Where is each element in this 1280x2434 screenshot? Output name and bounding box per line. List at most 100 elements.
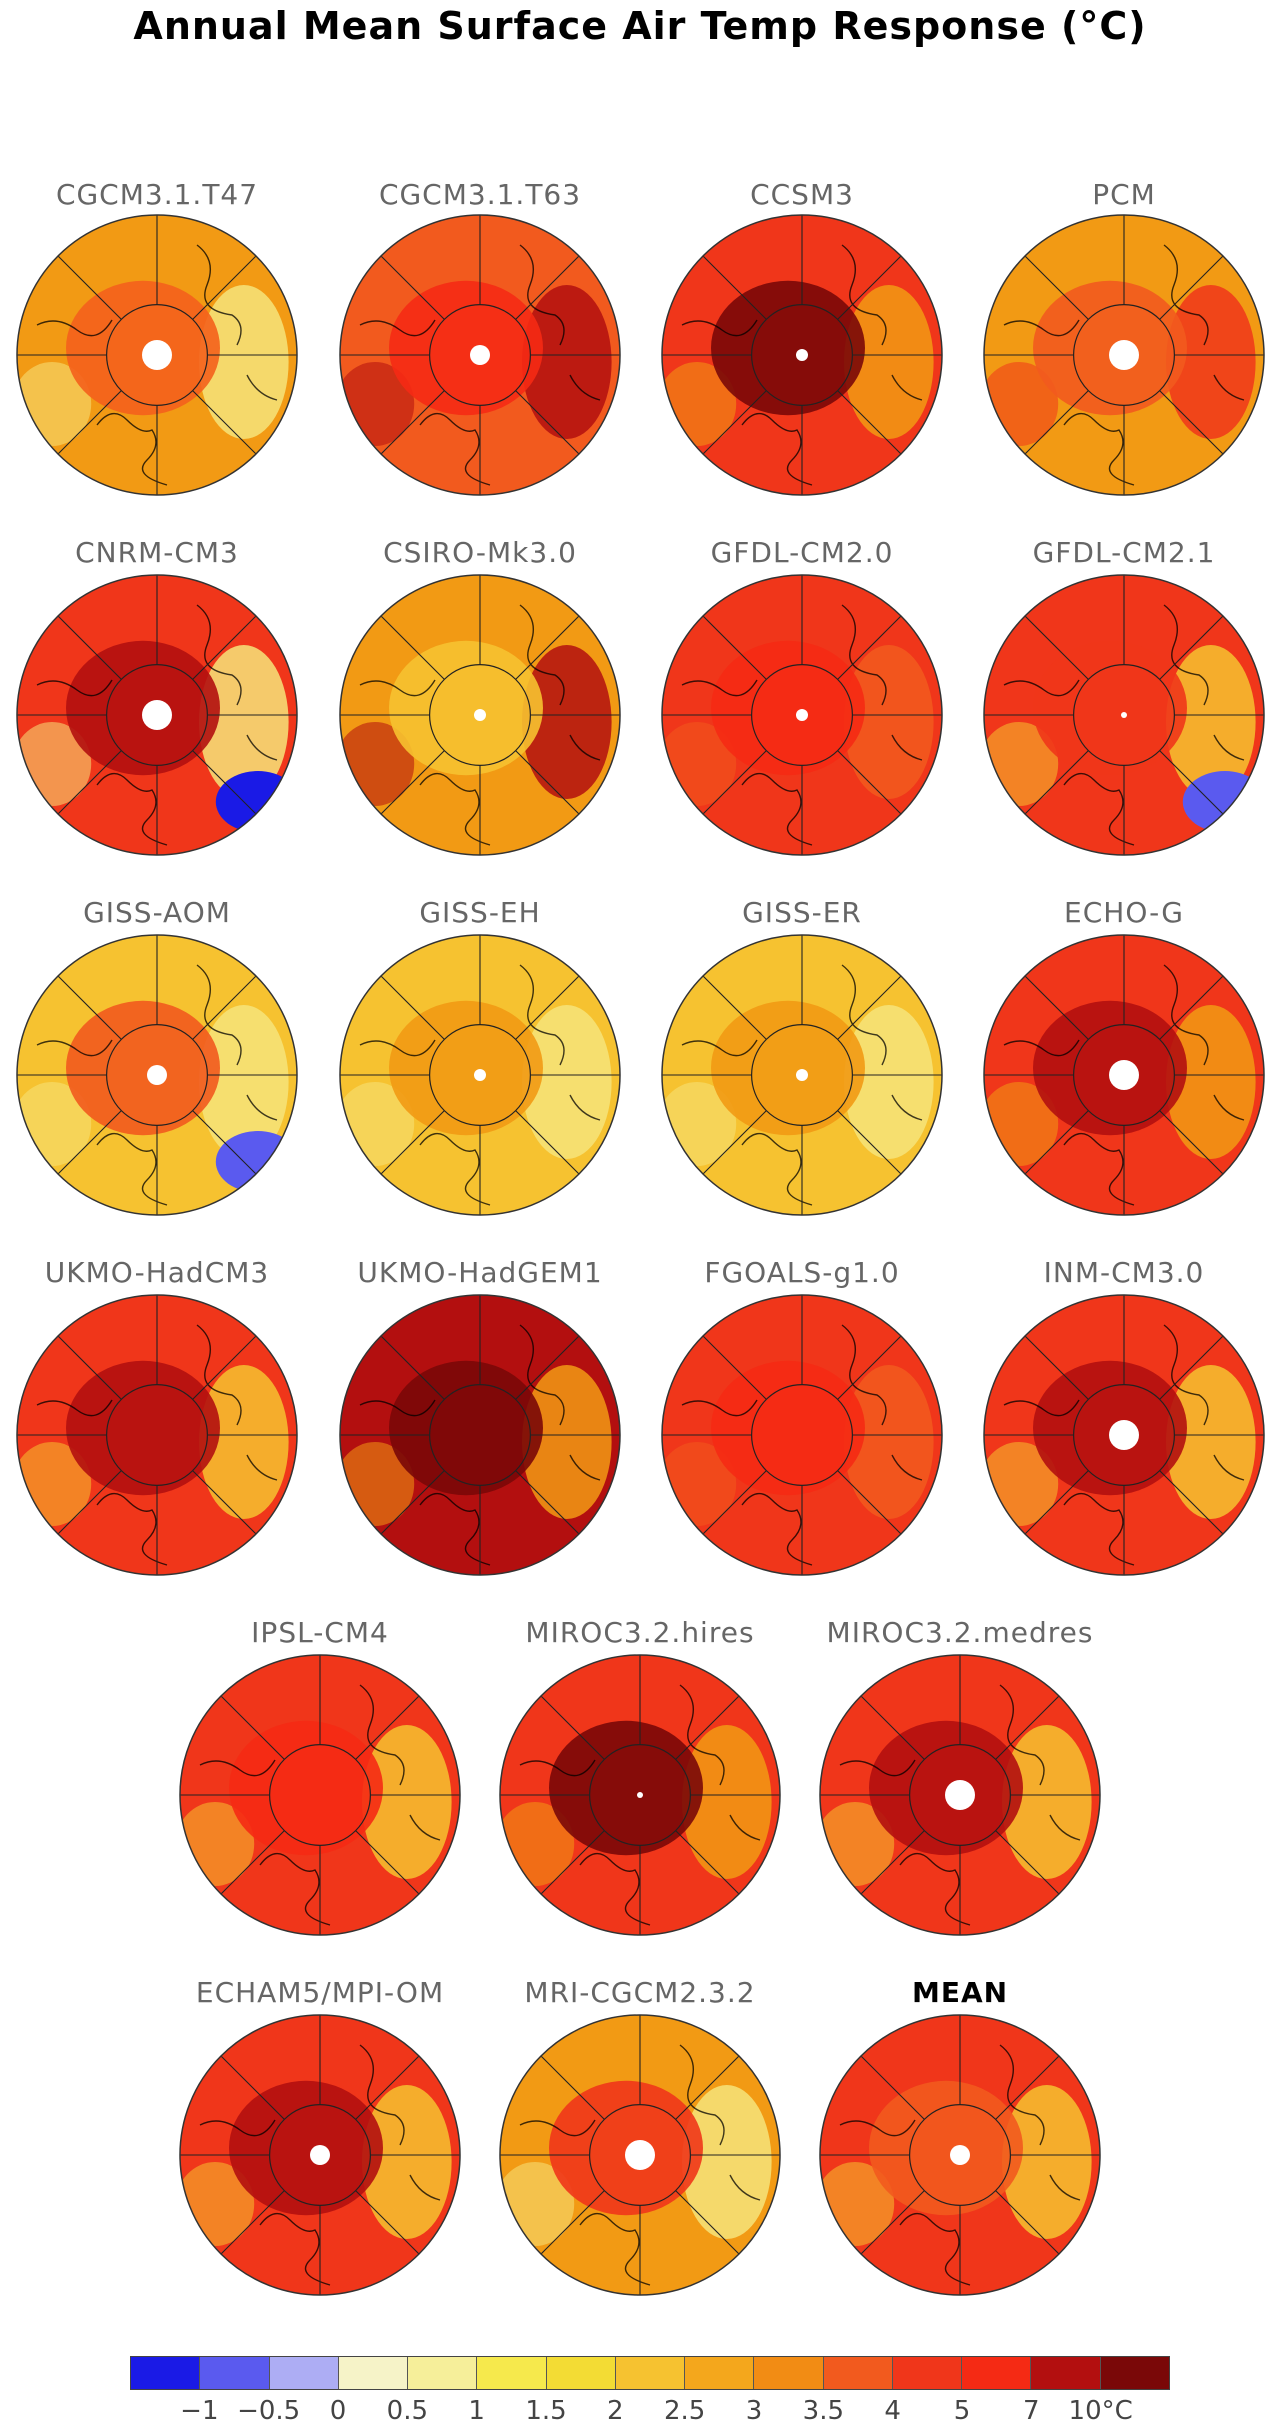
meridian-line xyxy=(702,1470,767,1535)
panel-label-cgcm3-1-t63: CGCM3.1.T63 xyxy=(378,178,582,211)
map-cold-region xyxy=(215,1131,297,1193)
map-core-region xyxy=(549,1720,703,1856)
colorbar-swatch xyxy=(754,2357,824,2389)
map-patch-east xyxy=(844,1005,934,1159)
map-rim xyxy=(661,934,943,1216)
colorbar-tick-label: 0 xyxy=(329,2396,347,2426)
meridian-line xyxy=(380,975,445,1040)
map-patch-east xyxy=(1166,285,1256,439)
map-rim xyxy=(179,1654,461,1936)
meridian-line xyxy=(837,615,902,680)
polar-map-echo-g xyxy=(983,934,1265,1216)
meridian-line xyxy=(57,1470,122,1535)
meridian-line xyxy=(702,1110,767,1175)
north-pole-hole xyxy=(147,1065,167,1085)
meridian-line xyxy=(380,390,445,455)
coastline xyxy=(36,964,278,1206)
map-rim xyxy=(16,934,298,1216)
map-core-region xyxy=(869,1720,1023,1856)
meridian-line xyxy=(702,615,767,680)
map-patch-east xyxy=(199,1005,289,1159)
map-core-region xyxy=(711,640,865,776)
map-cold-region xyxy=(215,771,297,833)
north-pole-hole xyxy=(625,2140,655,2170)
meridian-line xyxy=(1159,1110,1224,1175)
polar-map-giss-eh xyxy=(339,934,621,1216)
meridian-line xyxy=(675,1695,740,1760)
map-patch-east xyxy=(522,285,612,439)
colorbar-tick-label: 2 xyxy=(607,2396,624,2426)
coastline xyxy=(359,1324,601,1566)
polar-map-cgcm3-1-t47 xyxy=(16,214,298,496)
map-core-region xyxy=(389,1360,543,1496)
map-patch-east xyxy=(844,285,934,439)
map-core-region xyxy=(66,1000,220,1136)
map-core-region xyxy=(1033,1360,1187,1496)
coastline xyxy=(839,1684,1081,1926)
polar-map-cnrm-cm3 xyxy=(16,574,298,856)
coastline xyxy=(681,964,923,1206)
colorbar-swatch xyxy=(962,2357,1032,2389)
map-core-region xyxy=(1033,640,1187,776)
meridian-line xyxy=(515,255,580,320)
meridian-line xyxy=(675,2055,740,2120)
meridian-line xyxy=(192,975,257,1040)
map-core-region xyxy=(869,2080,1023,2216)
colorbar-tick-label: −1 xyxy=(180,2396,219,2426)
map-core-region xyxy=(229,2080,383,2216)
meridian-line xyxy=(1024,255,1089,320)
polar-map-csiro-mk3-0 xyxy=(339,574,621,856)
meridian-line xyxy=(995,2055,1060,2120)
panel-label-echo-g: ECHO-G xyxy=(1064,896,1184,929)
meridian-line xyxy=(1159,1335,1224,1400)
meridian-line xyxy=(995,2190,1060,2255)
polar-map-cgcm3-1-t63 xyxy=(339,214,621,496)
north-pole-hole xyxy=(1109,1060,1139,1090)
panel-label-miroc3-2-hires: MIROC3.2.hires xyxy=(525,1616,755,1649)
panel-label-fgoals-g1-0: FGOALS-g1.0 xyxy=(704,1256,900,1289)
north-pole-hole xyxy=(945,1780,975,1810)
panel-label-gfdl-cm2-0: GFDL-CM2.0 xyxy=(710,536,894,569)
map-core-region xyxy=(1033,280,1187,416)
meridian-line xyxy=(515,1470,580,1535)
panel-label-giss-aom: GISS-AOM xyxy=(83,896,231,929)
north-pole-hole xyxy=(796,1069,808,1081)
meridian-line xyxy=(540,1695,605,1760)
panel-label-ipsl-cm4: IPSL-CM4 xyxy=(251,1616,389,1649)
map-patch-east xyxy=(362,2085,452,2239)
polar-map-inm-cm3-0 xyxy=(983,1294,1265,1576)
meridian-line xyxy=(192,390,257,455)
meridian-line xyxy=(860,2190,925,2255)
meridian-line xyxy=(1159,750,1224,815)
meridian-line xyxy=(1024,750,1089,815)
panel-label-gfdl-cm2-1: GFDL-CM2.1 xyxy=(1032,536,1216,569)
meridian-line xyxy=(675,2190,740,2255)
north-pole-hole xyxy=(637,1792,643,1798)
map-rim xyxy=(819,1654,1101,1936)
colorbar-swatch xyxy=(685,2357,755,2389)
polar-map-gfdl-cm2-0 xyxy=(661,574,943,856)
map-core-region xyxy=(229,1720,383,1856)
map-patch-east xyxy=(844,1365,934,1519)
meridian-line xyxy=(355,1695,420,1760)
panel-label-ccsm3: CCSM3 xyxy=(750,178,854,211)
meridian-line xyxy=(57,1335,122,1400)
panel-label-echam5-mpi-om: ECHAM5/MPI-OM xyxy=(195,1976,445,2009)
colorbar-tick-label: 3.5 xyxy=(802,2396,845,2426)
panel-label-pcm: PCM xyxy=(1092,178,1156,211)
colorbar-swatch xyxy=(477,2357,547,2389)
colorbar-tick-label: 5 xyxy=(953,2396,971,2426)
polar-map-miroc3-2-medres xyxy=(819,1654,1101,1936)
meridian-line xyxy=(702,255,767,320)
colorbar xyxy=(130,2356,1170,2390)
meridian-line xyxy=(220,2055,285,2120)
coastline xyxy=(36,1324,278,1566)
north-pole-hole xyxy=(474,1069,486,1081)
map-rim xyxy=(16,574,298,856)
meridian-line xyxy=(515,1335,580,1400)
polar-map-mri-cgcm2-3-2 xyxy=(499,2014,781,2296)
meridian-line xyxy=(380,615,445,680)
meridian-line xyxy=(355,2190,420,2255)
meridian-line xyxy=(860,2055,925,2120)
north-pole-hole xyxy=(796,709,808,721)
